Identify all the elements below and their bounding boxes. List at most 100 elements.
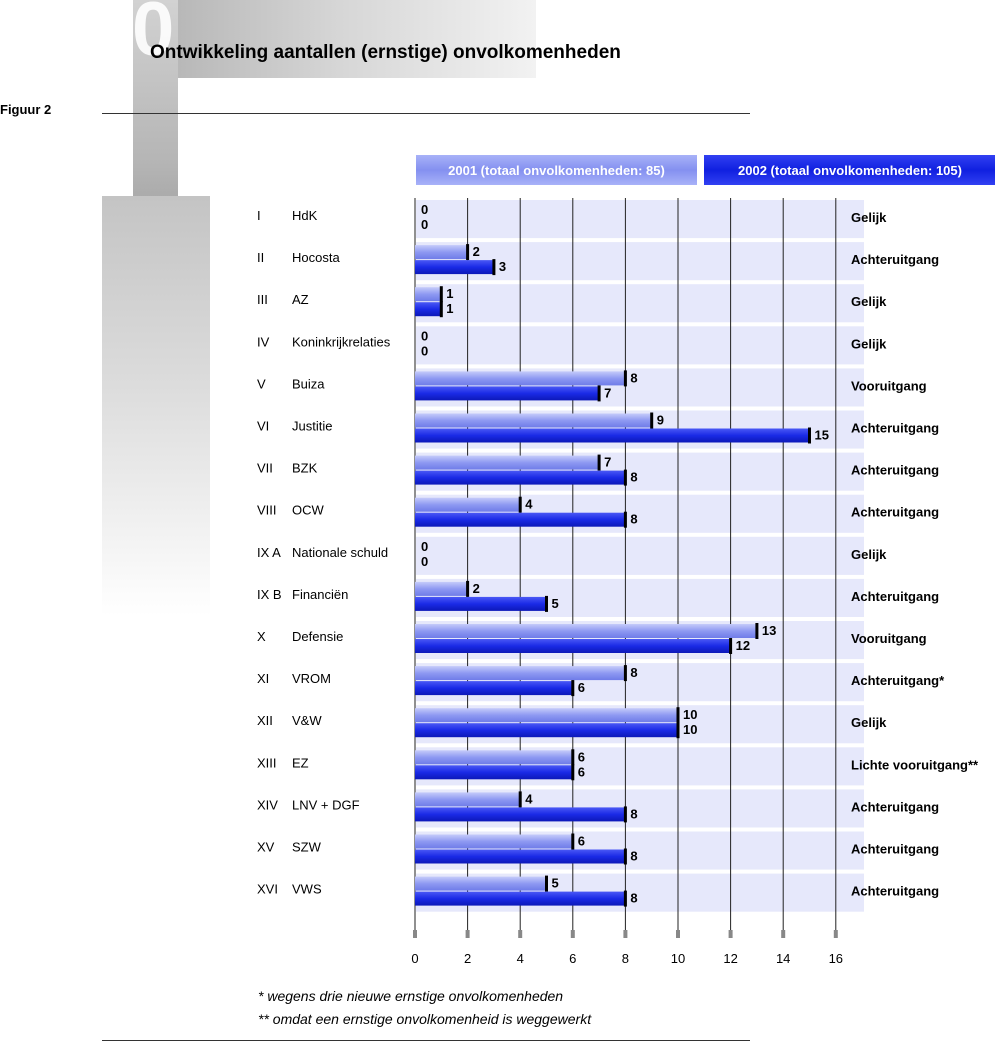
- bar-2002: [415, 891, 626, 906]
- row-status: Achteruitgang: [851, 799, 939, 814]
- x-tick-label: 10: [671, 951, 685, 966]
- bar-2001-end-marker: [755, 623, 759, 639]
- value-label-2002: 8: [630, 470, 637, 485]
- value-label-2002: 10: [683, 722, 697, 737]
- decorative-digit: 0: [132, 0, 175, 72]
- value-label-2001: 9: [657, 413, 664, 428]
- row-name: Justitie: [292, 419, 332, 434]
- x-tick-label: 16: [829, 951, 843, 966]
- row-band: [416, 200, 864, 239]
- x-tick-label: 0: [411, 951, 418, 966]
- row-status: Gelijk: [851, 715, 887, 730]
- bar-2002: [415, 386, 600, 401]
- value-label-2001: 8: [630, 665, 637, 680]
- bar-2002-end-marker: [729, 638, 733, 654]
- bar-2001: [415, 287, 442, 302]
- value-label-2001: 2: [473, 244, 480, 259]
- row-name: SZW: [292, 840, 322, 855]
- bar-2002-end-marker: [439, 301, 443, 318]
- value-label-2001: 1: [446, 286, 453, 301]
- bar-2002: [415, 849, 626, 864]
- bar-2002-end-marker: [623, 806, 627, 823]
- bar-2002-end-marker: [623, 469, 627, 486]
- row-name: BZK: [292, 461, 318, 476]
- row-status: Gelijk: [851, 210, 887, 225]
- value-label-2001: 7: [604, 455, 611, 470]
- value-label-2002: 0: [421, 343, 428, 358]
- bar-2001-end-marker: [439, 286, 443, 303]
- value-label-2002: 8: [630, 806, 637, 821]
- bar-2002: [415, 260, 494, 275]
- value-label-2002: 5: [552, 596, 559, 611]
- axis-tick: [570, 930, 575, 938]
- bar-2001: [415, 497, 521, 512]
- axis-tick: [833, 930, 838, 938]
- bar-2001: [415, 624, 757, 638]
- row-status: Achteruitgang: [851, 884, 939, 899]
- row-status: Achteruitgang: [851, 505, 939, 520]
- value-label-2001: 0: [421, 202, 428, 217]
- bar-2001: [415, 876, 547, 891]
- axis-tick: [781, 930, 786, 938]
- bar-2001: [415, 581, 468, 596]
- axis-tick: [623, 930, 628, 938]
- x-tick-label: 12: [723, 951, 737, 966]
- bar-2001-end-marker: [597, 454, 601, 471]
- row-status: Lichte vooruitgang**: [851, 757, 979, 772]
- bar-2002-end-marker: [623, 890, 627, 907]
- side-decoration-gradient: [102, 196, 210, 616]
- bar-2002-end-marker: [597, 385, 601, 402]
- bar-2002: [415, 512, 626, 527]
- row-number: XIV: [257, 797, 278, 812]
- row-status: Achteruitgang: [851, 842, 939, 857]
- row-status: Vooruitgang: [851, 378, 927, 393]
- value-label-2002: 0: [421, 554, 428, 569]
- bar-2001-end-marker: [676, 707, 680, 724]
- x-tick-label: 2: [464, 951, 471, 966]
- value-label-2001: 6: [578, 749, 585, 764]
- row-name: Hocosta: [292, 250, 340, 265]
- row-number: XVI: [257, 882, 278, 897]
- bar-2001: [415, 371, 626, 386]
- row-name: LNV + DGF: [292, 797, 360, 812]
- bar-2001: [415, 455, 600, 470]
- value-label-2002: 8: [630, 512, 637, 527]
- row-status: Achteruitgang: [851, 589, 939, 604]
- bar-2001-end-marker: [623, 665, 627, 682]
- value-label-2002: 6: [578, 680, 585, 695]
- row-name: VROM: [292, 671, 331, 686]
- bar-2002: [415, 596, 547, 611]
- value-label-2002: 7: [604, 385, 611, 400]
- bar-2002-end-marker: [676, 722, 680, 739]
- row-number: IX A: [257, 545, 281, 560]
- bar-2001-end-marker: [466, 580, 470, 597]
- value-label-2002: 8: [630, 849, 637, 864]
- row-name: Nationale schuld: [292, 545, 388, 560]
- bar-2001: [415, 708, 678, 723]
- row-band: [416, 284, 864, 323]
- value-label-2001: 10: [683, 707, 697, 722]
- legend-2002: 2002 (totaal onvolkomenheden: 105): [704, 155, 995, 185]
- value-label-2002: 3: [499, 259, 506, 274]
- bar-2001: [415, 413, 652, 428]
- figure-label: Figuur 2: [0, 102, 52, 117]
- bar-2001-end-marker: [545, 875, 548, 892]
- bar-2002: [415, 428, 810, 443]
- row-name: OCW: [292, 503, 325, 518]
- row-name: Defensie: [292, 629, 343, 644]
- bar-2002: [415, 639, 731, 653]
- header-decoration: [178, 0, 536, 78]
- bar-2001: [415, 834, 573, 849]
- value-label-2001: 4: [525, 497, 533, 512]
- value-label-2002: 8: [630, 891, 637, 906]
- bar-2002: [415, 807, 626, 822]
- row-band: [416, 326, 864, 365]
- x-tick-label: 14: [776, 951, 790, 966]
- row-name: VWS: [292, 882, 322, 897]
- bar-2001-end-marker: [466, 244, 470, 261]
- row-number: XIII: [257, 755, 277, 770]
- bottom-divider: [102, 1040, 750, 1041]
- row-status: Achteruitgang: [851, 421, 939, 436]
- row-number: VIII: [257, 503, 277, 518]
- axis-tick: [728, 930, 733, 938]
